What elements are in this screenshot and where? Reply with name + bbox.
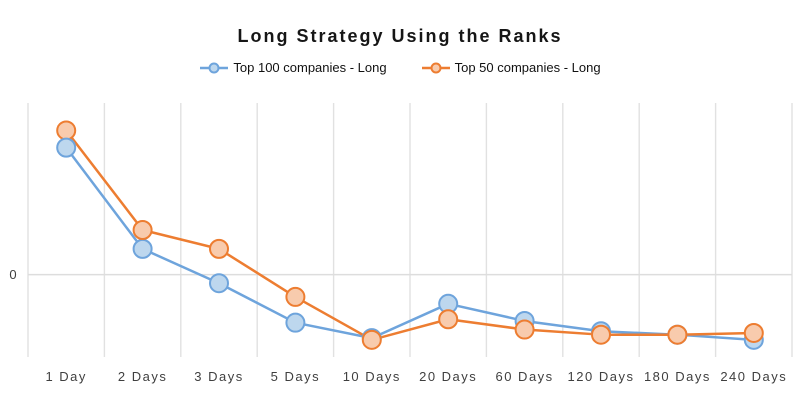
data-point[interactable] xyxy=(361,329,382,350)
legend-label-top-100: Top 100 companies - Long xyxy=(233,60,387,75)
data-point[interactable] xyxy=(56,137,77,158)
legend-line-marker-icon xyxy=(200,62,229,73)
data-point[interactable] xyxy=(591,324,611,345)
legend-item-top-50[interactable]: Top 50 companies - Long xyxy=(421,60,601,75)
data-point[interactable] xyxy=(667,324,688,345)
x-tick-label: 5 Days xyxy=(271,369,320,384)
x-tick-label: 60 Days xyxy=(495,369,553,384)
x-tick-label: 3 Days xyxy=(194,369,243,384)
x-tick-label: 120 Days xyxy=(568,369,635,384)
data-point[interactable] xyxy=(438,309,459,330)
y-tick-label: 0 xyxy=(9,267,16,282)
data-point[interactable] xyxy=(132,220,153,240)
x-tick-label: 240 Days xyxy=(720,369,787,384)
series-line xyxy=(64,146,756,342)
legend-item-top-100[interactable]: Top 100 companies - Long xyxy=(199,60,387,75)
data-point[interactable] xyxy=(285,312,306,333)
x-tick-label: 2 Days xyxy=(118,369,167,384)
legend: Top 100 companies - Long Top 50 companie… xyxy=(0,60,800,75)
x-tick-label: 180 Days xyxy=(644,369,711,384)
legend-label-top-50: Top 50 companies - Long xyxy=(454,60,601,75)
data-point[interactable] xyxy=(209,273,229,294)
series-line xyxy=(64,129,756,342)
data-point[interactable] xyxy=(56,120,77,141)
chart-title: Long Strategy Using the Ranks xyxy=(237,26,563,46)
x-tick-label: 10 Days xyxy=(343,369,401,384)
data-point[interactable] xyxy=(285,286,306,307)
data-point[interactable] xyxy=(132,238,153,259)
data-point[interactable] xyxy=(743,322,764,343)
legend-line-marker-icon xyxy=(421,62,450,73)
data-point[interactable] xyxy=(514,319,535,340)
data-point[interactable] xyxy=(209,238,229,259)
x-tick-label: 1 Day xyxy=(45,369,86,384)
x-tick-label: 20 Days xyxy=(419,369,477,384)
